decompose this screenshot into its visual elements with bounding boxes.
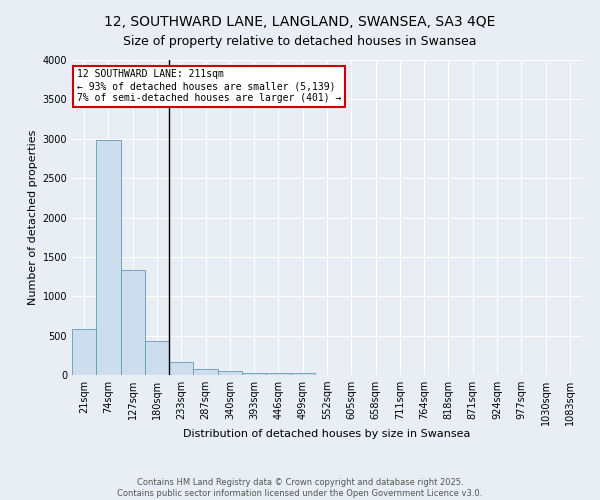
Bar — [266, 372, 290, 375]
Text: 12, SOUTHWARD LANE, LANGLAND, SWANSEA, SA3 4QE: 12, SOUTHWARD LANE, LANGLAND, SWANSEA, S… — [104, 15, 496, 29]
Text: Size of property relative to detached houses in Swansea: Size of property relative to detached ho… — [123, 35, 477, 48]
Bar — [242, 372, 266, 375]
Bar — [96, 140, 121, 375]
Text: 12 SOUTHWARD LANE: 211sqm
← 93% of detached houses are smaller (5,139)
7% of sem: 12 SOUTHWARD LANE: 211sqm ← 93% of detac… — [77, 70, 341, 102]
Bar — [72, 330, 96, 375]
Bar — [218, 370, 242, 375]
Bar — [121, 270, 145, 375]
Bar — [169, 362, 193, 375]
Bar — [193, 368, 218, 375]
Y-axis label: Number of detached properties: Number of detached properties — [28, 130, 38, 305]
Bar — [290, 372, 315, 375]
Text: Contains HM Land Registry data © Crown copyright and database right 2025.
Contai: Contains HM Land Registry data © Crown c… — [118, 478, 482, 498]
X-axis label: Distribution of detached houses by size in Swansea: Distribution of detached houses by size … — [184, 430, 470, 440]
Bar — [145, 341, 169, 375]
